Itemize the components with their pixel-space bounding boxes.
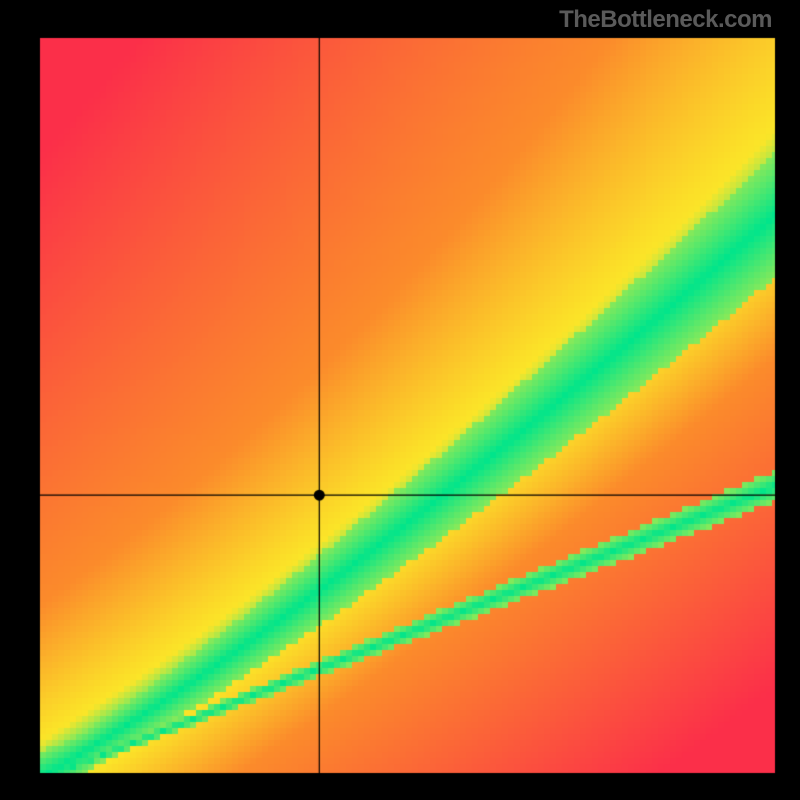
watermark-text: TheBottleneck.com	[559, 6, 772, 34]
bottleneck-heatmap	[0, 0, 800, 800]
